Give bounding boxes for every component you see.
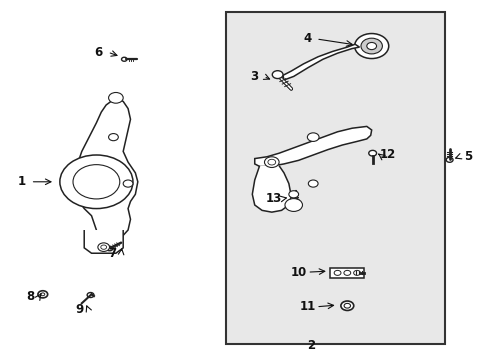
Circle shape bbox=[265, 157, 279, 167]
Text: 2: 2 bbox=[307, 338, 315, 351]
Circle shape bbox=[98, 243, 110, 251]
Circle shape bbox=[367, 42, 376, 50]
Circle shape bbox=[334, 270, 341, 275]
Circle shape bbox=[293, 199, 299, 203]
PathPatch shape bbox=[84, 230, 123, 253]
Text: 9: 9 bbox=[75, 303, 83, 316]
Circle shape bbox=[446, 157, 453, 162]
PathPatch shape bbox=[283, 44, 360, 80]
Text: 8: 8 bbox=[26, 289, 35, 303]
Circle shape bbox=[355, 33, 389, 59]
Circle shape bbox=[109, 134, 118, 141]
PathPatch shape bbox=[252, 166, 291, 212]
Circle shape bbox=[285, 199, 302, 211]
Text: 13: 13 bbox=[266, 192, 282, 205]
Circle shape bbox=[272, 71, 283, 78]
Text: 1: 1 bbox=[18, 175, 26, 188]
Text: 11: 11 bbox=[299, 300, 316, 313]
Circle shape bbox=[307, 133, 319, 141]
Circle shape bbox=[38, 291, 48, 298]
Text: 10: 10 bbox=[291, 266, 307, 279]
Circle shape bbox=[344, 270, 351, 275]
Circle shape bbox=[109, 93, 123, 103]
Circle shape bbox=[289, 191, 298, 198]
Circle shape bbox=[122, 57, 127, 61]
Circle shape bbox=[341, 301, 354, 310]
Text: 3: 3 bbox=[251, 70, 259, 83]
Text: 4: 4 bbox=[303, 32, 312, 45]
Bar bbox=[225, 12, 445, 344]
Circle shape bbox=[107, 246, 113, 251]
Bar bbox=[330, 267, 365, 278]
Text: 5: 5 bbox=[464, 150, 472, 163]
Circle shape bbox=[369, 150, 376, 156]
Circle shape bbox=[123, 180, 133, 187]
Text: 12: 12 bbox=[380, 148, 396, 161]
Circle shape bbox=[361, 38, 382, 54]
Circle shape bbox=[354, 270, 361, 275]
Circle shape bbox=[308, 180, 318, 187]
Circle shape bbox=[60, 155, 133, 208]
PathPatch shape bbox=[255, 126, 372, 166]
PathPatch shape bbox=[77, 98, 138, 244]
Text: 6: 6 bbox=[95, 46, 103, 59]
Text: 7: 7 bbox=[108, 247, 117, 260]
